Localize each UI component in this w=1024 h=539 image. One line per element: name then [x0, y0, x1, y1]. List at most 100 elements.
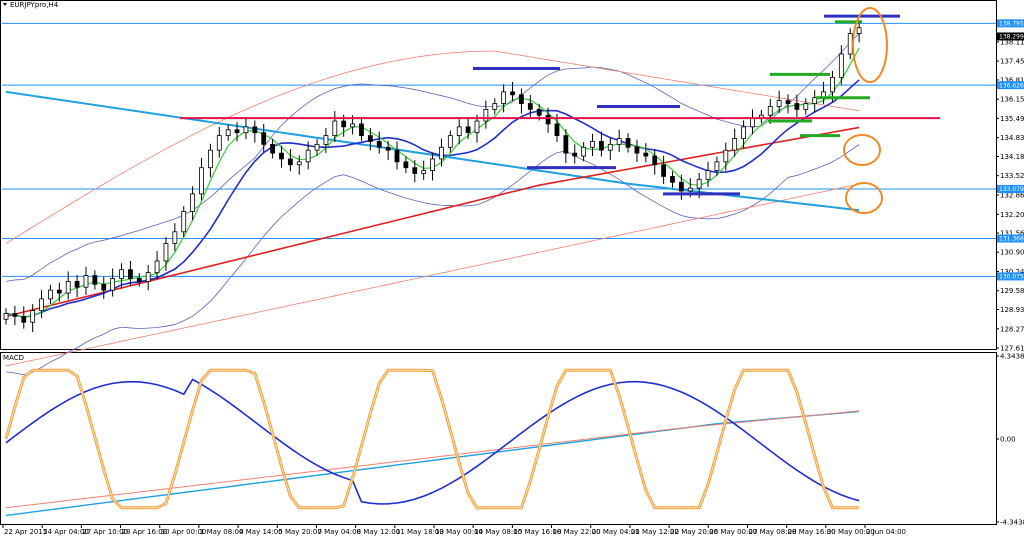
bull-candle [154, 260, 160, 274]
x-tick-label: 1 May 08:00 [200, 528, 244, 536]
x-tick-label: 27 Apr 10:00 [82, 528, 128, 536]
bear-candle [661, 164, 667, 177]
bear-candle [563, 135, 569, 154]
bear-candle [527, 103, 533, 110]
bear-candle [572, 152, 578, 157]
macd-signal-red-line [5, 410, 860, 509]
bull-candle [447, 135, 453, 148]
bear-candle [465, 126, 471, 134]
bull-candle [492, 103, 498, 110]
bull-candle [750, 117, 755, 128]
x-tick-label: 24 Apr 04:00 [43, 528, 89, 536]
price-label-badge [997, 272, 1024, 281]
bull-candle [421, 170, 427, 174]
y-tick-label: 136.810 [1000, 76, 1024, 84]
x-tick-label: 15 May 16:00 [513, 528, 561, 536]
x-tick-label: 2 Jun 04:00 [866, 528, 906, 536]
bear-candle [234, 129, 240, 134]
bull-candle [776, 100, 782, 107]
bull-candle [243, 126, 249, 134]
price-label-text: 138.299 [999, 34, 1024, 41]
x-tick-label: 8 May 12:00 [357, 528, 401, 536]
chart-title: EURJPYpro,H4 [10, 1, 59, 9]
price-label-badge [997, 184, 1024, 193]
macd-y-tick-label: 0.00 [1000, 436, 1016, 444]
bear-candle [643, 152, 649, 157]
bull-candle [687, 187, 693, 192]
bull-candle [110, 278, 116, 291]
x-tick-label: 30 May 00:00 [827, 528, 875, 536]
bull-candle [3, 313, 9, 320]
bull-candle [190, 193, 196, 212]
bull-candle [581, 146, 587, 157]
price-label-text: 131.368 [999, 236, 1024, 243]
bear-candle [12, 313, 18, 317]
bull-candle [305, 149, 311, 163]
bull-candle [323, 135, 329, 145]
bear-candle [74, 280, 80, 288]
price-label-badge [997, 234, 1024, 243]
y-tick-label: 134.185 [1000, 153, 1024, 161]
bull-candle [207, 149, 213, 169]
bull-candle [474, 120, 480, 134]
bear-candle [678, 181, 684, 192]
bull-candle [199, 167, 204, 195]
price-label-text: 130.075 [999, 274, 1024, 281]
bull-candle [430, 158, 435, 171]
stochastic-highlight-line [5, 369, 860, 509]
macd-main-line [5, 378, 860, 505]
y-tick-label: 135.490 [1000, 115, 1024, 123]
bull-candle [830, 76, 835, 93]
price-label-text: 133.079 [999, 186, 1024, 193]
bull-candle [39, 298, 44, 311]
x-tick-label: 18 May 22:00 [553, 528, 601, 536]
bear-candle [261, 132, 267, 145]
y-tick-label: 134.830 [1000, 134, 1024, 142]
bull-candle [83, 275, 89, 288]
bull-candle [590, 141, 595, 148]
bear-candle [670, 176, 675, 183]
bear-candle [403, 161, 409, 169]
bull-candle [705, 170, 711, 180]
x-tick-label: 20 May 04:00 [592, 528, 640, 536]
bear-candle [376, 141, 382, 148]
y-tick-label: 138.115 [1000, 38, 1024, 46]
bear-candle [270, 143, 275, 154]
bull-candle [501, 91, 507, 104]
bull-candle [767, 106, 773, 116]
price-label-badge [997, 81, 1024, 90]
highlight-ellipse [852, 7, 888, 83]
bear-candle [625, 138, 631, 148]
bull-candle [616, 138, 622, 145]
main-panel [0, 0, 997, 350]
y-tick-label: 133.525 [1000, 172, 1024, 180]
bull-candle [812, 97, 818, 104]
bull-candle [732, 138, 738, 151]
bull-candle [314, 143, 320, 151]
y-tick-label: 129.580 [1000, 287, 1024, 295]
bear-candle [92, 275, 98, 285]
bull-candle [847, 33, 853, 55]
x-tick-label: 14 May 08:00 [474, 528, 522, 536]
y-tick-label: 128.275 [1000, 325, 1024, 333]
x-tick-label: 11 May 18:00 [396, 528, 444, 536]
bull-candle [696, 178, 702, 189]
chart-menu-icon[interactable] [3, 3, 7, 6]
bear-candle [341, 120, 347, 128]
y-tick-label: 127.615 [1000, 345, 1024, 353]
bull-candle [723, 149, 729, 163]
bear-candle [385, 146, 391, 151]
bull-candle [119, 269, 124, 279]
x-tick-label: 28 Apr 16:00 [122, 528, 168, 536]
bear-candle [279, 152, 284, 160]
y-tick-label: 136.150 [1000, 96, 1024, 104]
bull-candle [225, 129, 231, 137]
bull-candle [30, 310, 36, 323]
bull-candle [65, 280, 71, 294]
price-label-badge [997, 32, 1024, 41]
bear-candle [101, 283, 107, 291]
bear-candle [21, 315, 27, 323]
x-tick-label: 21 May 12:00 [631, 528, 679, 536]
bear-candle [794, 103, 800, 110]
